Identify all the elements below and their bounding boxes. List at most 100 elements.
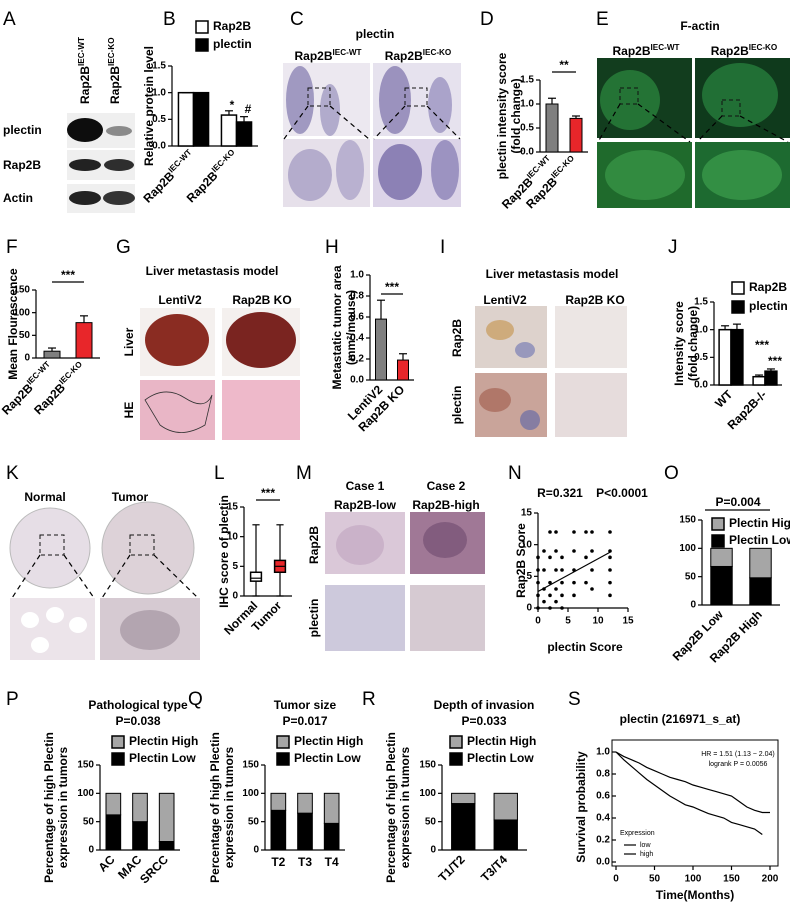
- x-tick-label: 0: [535, 616, 541, 627]
- y-tick-label: 50: [685, 571, 697, 582]
- column-label: Tumor: [112, 490, 149, 504]
- y-tick-label: 100: [242, 788, 259, 799]
- legend-label: plectin: [749, 299, 788, 313]
- y-axis-label: Rap2B Score: [514, 523, 528, 598]
- annotation: P<0.0001: [596, 486, 648, 500]
- legend-label: Plectin High: [467, 734, 536, 748]
- y-tick-label: 1.0: [596, 747, 610, 758]
- legend-swatch: [731, 300, 745, 314]
- y-tick-label: 1.5: [520, 75, 534, 86]
- panel-label: J: [668, 237, 678, 258]
- y-tick-label: 0: [430, 845, 436, 856]
- y-tick-label: 100: [419, 788, 436, 799]
- legend-label: Plectin High: [729, 516, 790, 530]
- chart-title: Depth of invasion: [434, 698, 535, 712]
- bar: [192, 91, 210, 147]
- y-tick-label: 0.5: [152, 114, 166, 125]
- plot-frame: [611, 739, 779, 867]
- image-region: [336, 525, 384, 565]
- y-tick-label: 100: [13, 307, 30, 318]
- row-label: Liver: [122, 327, 136, 356]
- bar: [569, 117, 583, 153]
- chart-title: plectin (216971_s_at): [620, 712, 741, 726]
- column-label: LentiV2: [483, 293, 527, 307]
- image-region: [288, 149, 332, 201]
- image-region: [69, 159, 101, 171]
- y-tick-label: 50: [425, 816, 437, 827]
- panel-label: H: [325, 237, 339, 258]
- bar-segment: [710, 547, 733, 567]
- x-tick-label: 5: [565, 616, 571, 627]
- y-tick-label: 100: [77, 788, 94, 799]
- image-region: [9, 507, 91, 589]
- bar-segment: [493, 819, 518, 851]
- y-tick-label: 1.0: [152, 87, 166, 98]
- x-tick-label: 0: [613, 874, 619, 885]
- y-axis-label: (mm²/mouse): [344, 290, 358, 365]
- survival-curve: [615, 751, 770, 814]
- point: [554, 599, 558, 604]
- y-tick-label: 150: [13, 285, 30, 296]
- y-tick-label: 50: [248, 816, 260, 827]
- annotation: ***: [768, 354, 782, 368]
- y-tick-label: 1.0: [520, 99, 534, 110]
- x-tick-label: 50: [649, 874, 661, 885]
- point: [608, 580, 612, 585]
- bar-segment: [297, 812, 313, 851]
- legend-label: Plectin Low: [129, 751, 196, 765]
- image-region: [69, 617, 87, 633]
- image-region: [307, 87, 331, 107]
- y-tick-label: 0.0: [596, 857, 610, 868]
- point: [542, 549, 546, 553]
- image-region: [515, 342, 535, 358]
- x-category-label: T3: [298, 855, 312, 869]
- y-tick-label: 0.8: [350, 291, 364, 302]
- image-region: [475, 306, 547, 368]
- image-region: [379, 66, 411, 134]
- image-region: [31, 637, 49, 653]
- x-category-label: T4: [325, 855, 339, 869]
- legend-label: plectin: [213, 37, 252, 51]
- point: [548, 606, 552, 610]
- y-tick-label: 15: [521, 508, 533, 519]
- column-label-base: Rap2B: [711, 44, 749, 58]
- y-tick-label: 50: [83, 816, 95, 827]
- y-tick-label: 100: [679, 543, 696, 554]
- image-region: [320, 84, 340, 136]
- image-region: [555, 373, 627, 437]
- x-axis-label: plectin Score: [547, 640, 623, 654]
- annotation: P=0.038: [115, 714, 160, 728]
- y-tick-label: 5: [232, 561, 238, 572]
- column-label-base: Rap2B: [78, 66, 92, 104]
- y-axis-label: Survival probability: [574, 751, 588, 863]
- bar-segment: [158, 841, 175, 851]
- panel-label: O: [664, 463, 679, 484]
- bar-segment: [158, 792, 175, 842]
- panel-label: C: [290, 9, 304, 30]
- y-tick-label: 0: [253, 845, 259, 856]
- bar: [375, 318, 387, 381]
- legend-swatch: [195, 20, 209, 34]
- column-label: Rap2BIEC-KO: [385, 48, 452, 64]
- panel-title: plectin: [356, 27, 395, 41]
- panel-title: F-actin: [680, 19, 719, 33]
- point: [560, 568, 564, 572]
- legend-swatch: [711, 517, 725, 531]
- bar: [764, 370, 778, 386]
- image-region: [145, 314, 209, 366]
- bar-segment: [749, 577, 772, 606]
- image-region: [431, 140, 459, 200]
- y-tick-label: 0.8: [596, 769, 610, 780]
- y-tick-label: 0.2: [596, 835, 610, 846]
- y-tick-label: 0.5: [520, 123, 534, 134]
- panel-label: E: [596, 9, 609, 30]
- image-region: [286, 66, 314, 134]
- column-label: Rap2B KO: [232, 293, 291, 307]
- y-axis-label: Metastatic tumor area: [330, 265, 344, 389]
- legend-swatch: [276, 752, 290, 766]
- annotation: logrank P = 0.0056: [709, 761, 768, 768]
- bar: [752, 375, 766, 386]
- bar-segment: [323, 792, 340, 824]
- y-axis-label: (fold change): [686, 306, 700, 381]
